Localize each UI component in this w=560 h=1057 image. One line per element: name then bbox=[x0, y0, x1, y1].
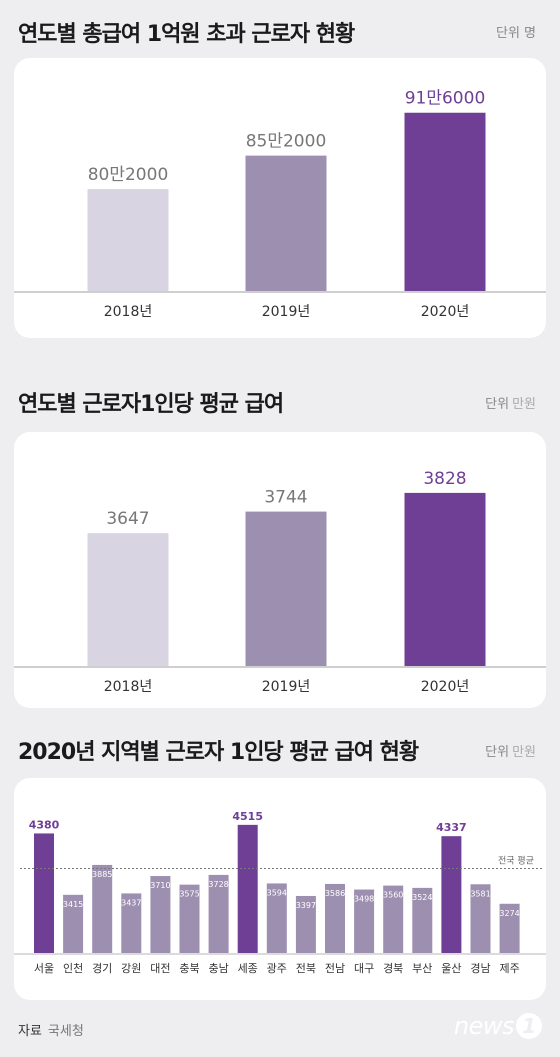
chart1-panel: 80만2000 2018년 85만2000 2019년 91만6000 2020년 bbox=[14, 58, 546, 338]
chart1-category-label-0: 2018년 bbox=[104, 304, 153, 320]
chart3-bar-15 bbox=[470, 884, 491, 953]
chart3-average-label: 전국 평균 bbox=[498, 856, 534, 867]
chart1-svg: 80만2000 2018년 85만2000 2019년 91만6000 2020년 bbox=[14, 89, 546, 320]
source-value: 국세청 bbox=[47, 1024, 84, 1039]
logo-text: news bbox=[453, 1012, 515, 1040]
chart1-title: 연도별 총급여 1억원 초과 근로자 현황 bbox=[18, 22, 355, 47]
chart3-value-label-2: 3885 bbox=[92, 870, 112, 879]
chart3-bar-10 bbox=[325, 883, 345, 953]
chart3-bar-0 bbox=[34, 833, 54, 953]
chart2-value-label-1: 3744 bbox=[264, 488, 307, 508]
chart2-category-label-1: 2019년 bbox=[262, 679, 311, 695]
chart3-value-label-16: 3274 bbox=[499, 909, 519, 918]
chart2-title: 연도별 근로자1인당 평균 급여 bbox=[18, 392, 284, 417]
chart3-unit-sub: 만원 bbox=[512, 745, 536, 760]
chart3-category-label-14: 울산 bbox=[441, 962, 461, 975]
source-note: 자료 국세청 bbox=[18, 1020, 84, 1039]
chart3-category-label-6: 충남 bbox=[208, 962, 228, 975]
chart3-svg: 4380 서울 3415 인천 3885 경기 3437 강원 3710 대전 3575 충북 3728… bbox=[14, 810, 546, 975]
chart3-value-label-10: 3586 bbox=[325, 889, 345, 898]
chart3-value-label-1: 3415 bbox=[63, 900, 83, 909]
chart3-unit: 단위 만원 bbox=[485, 741, 536, 760]
chart3-bar-5 bbox=[179, 884, 200, 953]
chart1-value-label-1: 85만2000 bbox=[246, 132, 327, 152]
chart1-bar-0 bbox=[87, 189, 169, 291]
chart3-category-label-16: 제주 bbox=[499, 962, 519, 975]
chart3-category-label-3: 강원 bbox=[121, 962, 141, 975]
chart3-bar-14 bbox=[441, 836, 462, 953]
chart3-category-label-5: 충북 bbox=[179, 962, 199, 975]
logo-number: 1 bbox=[516, 1013, 542, 1039]
chart3-title: 2020년 지역별 근로자 1인당 평균 급여 현황 bbox=[18, 740, 419, 765]
chart3-bar-1 bbox=[63, 894, 84, 953]
chart3-bar-4 bbox=[150, 876, 171, 953]
chart3-unit-text: 단위 bbox=[485, 745, 510, 760]
chart3-panel: 4380 서울 3415 인천 3885 경기 3437 강원 3710 대전 3575 충북 3728… bbox=[14, 778, 546, 1000]
chart3-category-label-12: 경북 bbox=[383, 962, 403, 975]
chart3-value-label-0: 4380 bbox=[29, 818, 60, 831]
chart3-value-label-9: 3397 bbox=[296, 901, 316, 910]
chart2-unit: 단위 만원 bbox=[485, 393, 536, 412]
chart2-svg: 3647 2018년 3744 2019년 3828 2020년 bbox=[14, 469, 546, 695]
news1-logo: news 1 bbox=[454, 1012, 542, 1040]
chart3-category-label-15: 경남 bbox=[470, 962, 490, 975]
chart2-bar-1 bbox=[245, 511, 327, 666]
chart1-category-label-1: 2019년 bbox=[262, 304, 311, 320]
source-label: 자료 bbox=[18, 1024, 42, 1039]
chart3-category-label-11: 대구 bbox=[354, 962, 374, 975]
chart2-category-label-0: 2018년 bbox=[104, 679, 153, 695]
chart3-value-label-6: 3728 bbox=[208, 880, 228, 889]
chart3-category-label-8: 광주 bbox=[267, 962, 287, 975]
chart2-unit-text: 단위 bbox=[485, 397, 510, 412]
chart3-value-label-11: 3498 bbox=[354, 895, 374, 904]
chart1-bar-1 bbox=[245, 155, 327, 291]
chart3-value-label-4: 3710 bbox=[150, 881, 170, 890]
chart1-value-label-2: 91만6000 bbox=[405, 89, 486, 109]
chart3-category-label-13: 부산 bbox=[412, 962, 432, 975]
chart1-value-label-0: 80만2000 bbox=[88, 165, 169, 185]
chart3-bar-8 bbox=[266, 883, 287, 953]
chart3-value-label-15: 3581 bbox=[470, 889, 490, 898]
chart3-value-label-7: 4515 bbox=[232, 810, 263, 823]
chart1-category-label-2: 2020년 bbox=[421, 304, 470, 320]
chart3-bar-3 bbox=[121, 893, 142, 953]
chart3-value-label-14: 4337 bbox=[436, 821, 467, 834]
chart3-bar-11 bbox=[354, 889, 375, 953]
chart3-bar-16 bbox=[499, 903, 520, 953]
chart1-unit-text: 단위 명 bbox=[495, 26, 536, 41]
chart2-panel: 3647 2018년 3744 2019년 3828 2020년 bbox=[14, 432, 546, 708]
chart3-bar-12 bbox=[383, 885, 404, 953]
chart1-bar-2 bbox=[404, 112, 486, 291]
chart2-unit-sub: 만원 bbox=[512, 397, 536, 412]
chart3-category-label-9: 전북 bbox=[296, 962, 316, 975]
chart2-bar-0 bbox=[87, 533, 169, 666]
chart3-bar-2 bbox=[92, 864, 113, 953]
chart2-category-label-2: 2020년 bbox=[421, 679, 470, 695]
chart3-category-label-0: 서울 bbox=[34, 962, 54, 975]
chart3-value-label-3: 3437 bbox=[121, 898, 141, 907]
chart3-bar-9 bbox=[295, 895, 316, 953]
chart3-category-label-2: 경기 bbox=[92, 962, 112, 975]
chart3-bar-7 bbox=[237, 824, 258, 953]
chart3-category-label-10: 전남 bbox=[325, 962, 345, 975]
chart2-value-label-0: 3647 bbox=[106, 509, 149, 529]
chart2-bar-2 bbox=[404, 492, 486, 666]
chart2-value-label-2: 3828 bbox=[423, 469, 466, 489]
chart3-value-label-13: 3524 bbox=[412, 893, 432, 902]
chart3-category-label-4: 대전 bbox=[150, 962, 170, 975]
chart3-value-label-5: 3575 bbox=[179, 890, 199, 899]
chart1-unit: 단위 명 bbox=[496, 22, 536, 41]
chart3-bar-13 bbox=[412, 887, 433, 953]
chart3-value-label-8: 3594 bbox=[267, 888, 287, 897]
chart3-category-label-7: 세종 bbox=[238, 962, 258, 975]
chart3-bar-6 bbox=[208, 874, 229, 953]
chart3-value-label-12: 3560 bbox=[383, 891, 403, 900]
chart3-category-label-1: 인천 bbox=[63, 961, 83, 975]
